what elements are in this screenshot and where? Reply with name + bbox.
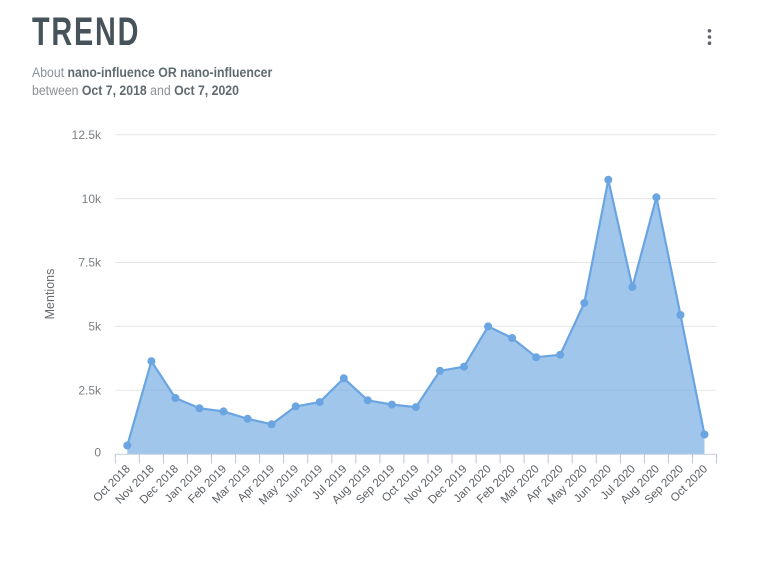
svg-text:10k: 10k — [82, 192, 102, 206]
svg-text:0: 0 — [94, 445, 101, 459]
svg-text:Mentions: Mentions — [43, 269, 57, 320]
svg-text:7.5k: 7.5k — [78, 256, 102, 270]
svg-text:5k: 5k — [88, 320, 102, 334]
svg-text:2.5k: 2.5k — [78, 384, 102, 398]
svg-text:12.5k: 12.5k — [72, 128, 102, 142]
